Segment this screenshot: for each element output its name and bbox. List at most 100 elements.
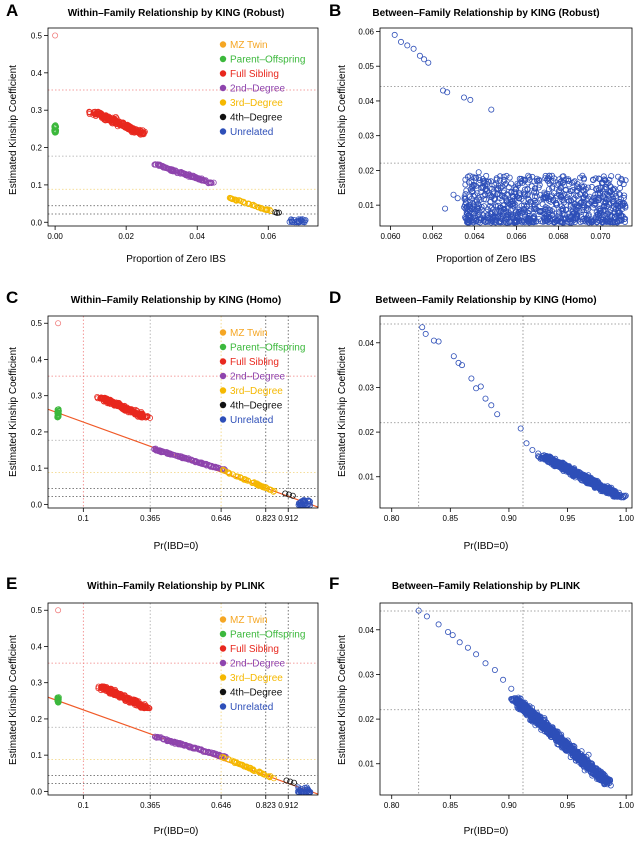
x-tick-label: 0.823	[256, 514, 277, 523]
data-point	[616, 190, 623, 197]
data-point	[512, 184, 519, 191]
data-point	[537, 207, 544, 214]
data-point	[178, 168, 185, 175]
data-point	[565, 210, 572, 217]
data-point	[566, 197, 573, 204]
data-point	[547, 193, 554, 200]
data-point	[598, 775, 605, 782]
data-point	[454, 195, 461, 202]
data-point	[492, 217, 499, 224]
data-point	[101, 684, 108, 691]
data-point	[152, 161, 159, 168]
data-point	[524, 218, 531, 225]
data-point	[593, 775, 600, 782]
plot-area-e: 0.1 0.365 0.646 0.823 0.912 0.0 0.1 0.2 0.3 0.4 0.…	[31, 602, 319, 810]
x-tick-label: 0.80	[384, 514, 400, 523]
data-point	[567, 187, 574, 194]
data-point	[287, 778, 294, 785]
data-point	[96, 111, 103, 118]
data-point	[159, 162, 166, 169]
data-point	[532, 185, 539, 192]
data-point	[604, 487, 611, 494]
data-point	[229, 196, 236, 203]
data-layer	[380, 31, 632, 226]
data-point	[602, 196, 609, 203]
data-point	[581, 183, 588, 190]
y-tick-label: 0.2	[31, 428, 43, 437]
x-tick-label: 0.90	[501, 514, 517, 523]
data-point	[251, 202, 258, 209]
data-point	[560, 177, 567, 184]
data-point	[466, 217, 473, 224]
data-point	[236, 197, 243, 204]
data-point	[265, 773, 272, 780]
data-point	[524, 705, 531, 712]
data-point	[397, 38, 404, 45]
data-point	[559, 736, 566, 743]
plot-frame	[47, 27, 319, 227]
data-point	[51, 122, 58, 129]
data-point	[178, 740, 185, 747]
data-point	[570, 203, 577, 210]
series-unrelated	[295, 496, 313, 508]
data-point	[613, 490, 620, 497]
data-point	[528, 198, 535, 205]
legend-label: Parent–Offspring	[230, 55, 305, 66]
data-point	[617, 185, 624, 192]
data-point	[210, 179, 217, 186]
y-tick-label: 0.4	[31, 642, 43, 651]
data-point	[585, 200, 592, 207]
data-point	[586, 761, 593, 768]
data-point	[254, 481, 261, 488]
data-point	[505, 214, 512, 221]
series-3rd-degree	[226, 194, 274, 215]
data-point	[620, 494, 627, 501]
data-point	[528, 183, 535, 190]
data-point	[558, 192, 565, 199]
data-point	[464, 644, 471, 651]
data-point	[468, 375, 475, 382]
data-point	[580, 175, 587, 182]
legend-marker	[219, 113, 227, 121]
legend-label: Unrelated	[230, 702, 273, 713]
data-point	[422, 330, 429, 337]
data-point	[567, 203, 574, 210]
data-point	[470, 203, 477, 210]
x-tick-label: 0.1	[78, 514, 90, 523]
data-point	[469, 187, 476, 194]
data-point	[200, 748, 207, 755]
data-point	[612, 206, 619, 213]
data-point	[466, 193, 473, 200]
data-point	[616, 191, 623, 198]
data-point	[508, 685, 515, 692]
data-point	[558, 203, 565, 210]
data-point	[575, 755, 582, 762]
data-point	[589, 218, 596, 225]
data-point	[618, 494, 625, 501]
data-point	[302, 217, 309, 224]
data-point	[488, 402, 495, 409]
data-point	[494, 411, 501, 418]
data-point	[491, 667, 498, 674]
panel-title: Between–Family Relationship by PLINK	[392, 581, 581, 592]
data-point	[282, 490, 289, 497]
panel-letter: F	[329, 574, 339, 593]
legend-label: 2nd–Degree	[230, 84, 285, 95]
data-point	[516, 208, 523, 215]
legend-marker	[219, 616, 227, 623]
data-point	[467, 201, 474, 208]
data-point	[488, 106, 495, 113]
data-point	[542, 172, 549, 179]
data-point	[476, 197, 483, 204]
data-point	[594, 212, 601, 219]
data-point	[585, 219, 592, 226]
data-point	[595, 211, 602, 218]
panel-letter: E	[6, 574, 17, 593]
y-axis-title: Estimated Kinship Coefficient	[8, 347, 19, 477]
data-point	[113, 120, 120, 127]
data-point	[450, 191, 457, 198]
data-point	[554, 192, 561, 199]
y-tick-label: 0.0	[31, 500, 43, 509]
data-point	[518, 175, 525, 182]
y-tick-label: 0.2	[31, 144, 43, 153]
